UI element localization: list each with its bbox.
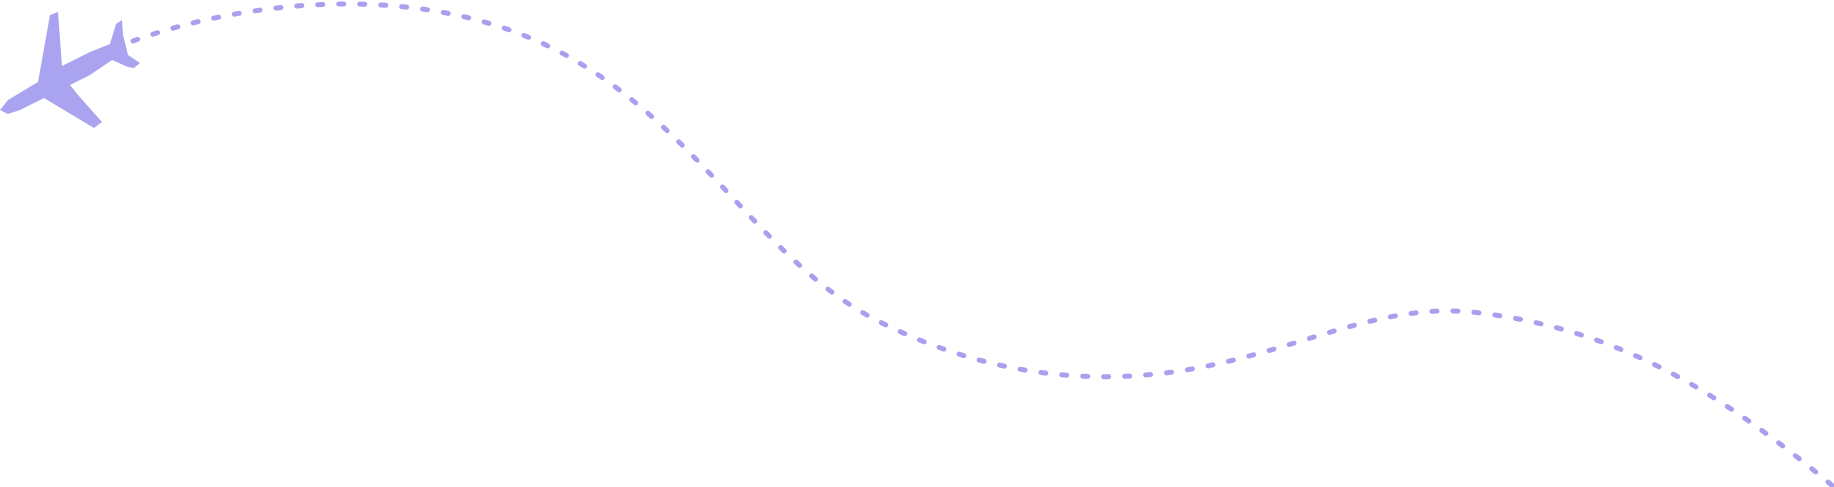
airplane xyxy=(0,12,140,128)
flight-path xyxy=(130,1,1834,487)
